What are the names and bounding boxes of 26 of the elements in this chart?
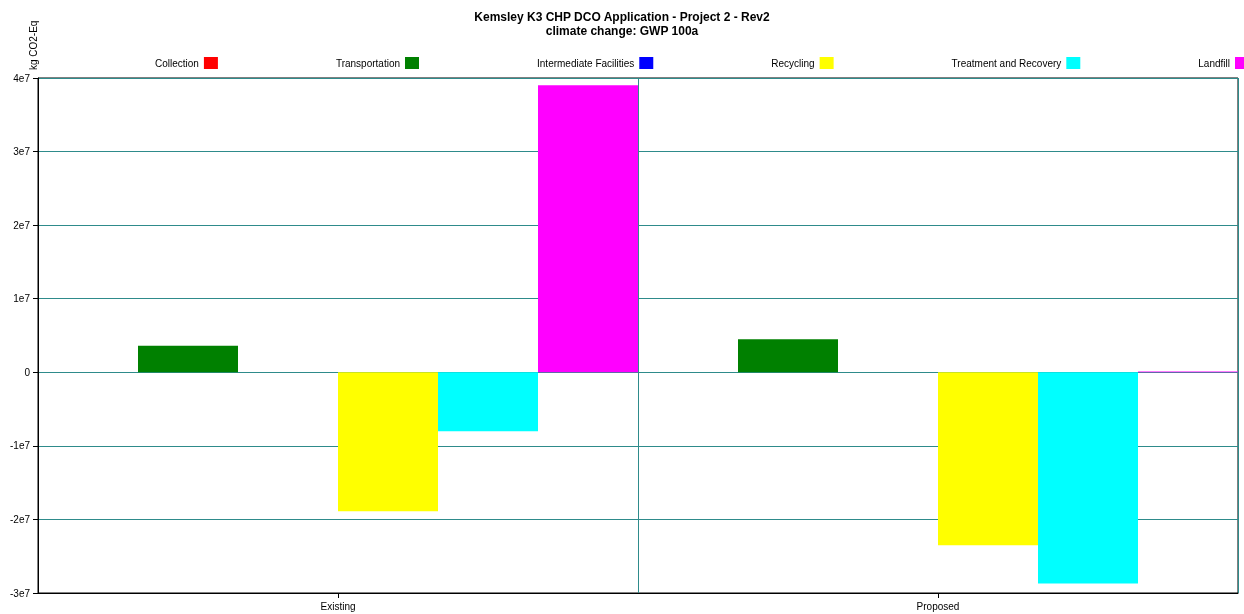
bar bbox=[138, 345, 238, 373]
legend-label: Treatment and Recovery bbox=[951, 57, 1062, 69]
chart-title: Kemsley K3 CHP DCO Application - Project 2 - Rev2 bbox=[474, 10, 771, 24]
y-tick-label: -2e7 bbox=[9, 513, 31, 525]
y-tick-label: -3e7 bbox=[9, 587, 31, 599]
y-tick-label: 3e7 bbox=[13, 146, 31, 158]
legend-label: Intermediate Facilities bbox=[537, 57, 635, 69]
x-tick-label: Existing bbox=[320, 600, 356, 612]
bar bbox=[938, 372, 1038, 546]
y-axis-title: kg CO2-Eq bbox=[27, 20, 39, 71]
y-tick-label: 1e7 bbox=[13, 293, 31, 305]
bar bbox=[1038, 372, 1138, 584]
legend-label: Recycling bbox=[771, 57, 815, 69]
y-tick-label: 2e7 bbox=[13, 219, 31, 231]
x-tick-label: Proposed bbox=[916, 600, 960, 612]
bar bbox=[538, 85, 638, 373]
bar bbox=[738, 339, 838, 373]
legend-label: Transportation bbox=[335, 57, 401, 69]
chart-subtitle: climate change: GWP 100a bbox=[545, 24, 699, 38]
bar bbox=[438, 372, 538, 432]
legend-label: Landfill bbox=[1198, 57, 1230, 69]
y-tick-label: 4e7 bbox=[13, 72, 31, 84]
bar bbox=[338, 372, 438, 512]
y-tick-label: -1e7 bbox=[9, 440, 31, 452]
y-tick-label: 0 bbox=[24, 366, 31, 378]
legend-label: Collection bbox=[154, 57, 199, 69]
